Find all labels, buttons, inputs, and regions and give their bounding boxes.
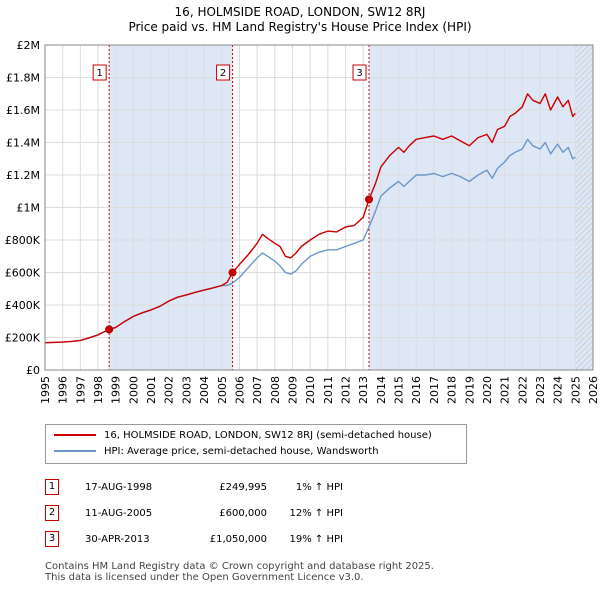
x-tick-label: 2008 bbox=[269, 376, 282, 404]
sale-label-number: 1 bbox=[96, 68, 102, 79]
x-tick-label: 2012 bbox=[340, 376, 353, 404]
sale-hpi-change: 12% ↑ HPI bbox=[289, 507, 343, 519]
legend-label-property: 16, HOLMSIDE ROAD, LONDON, SW12 8RJ (sem… bbox=[104, 430, 432, 441]
sale-hpi-change: 19% ↑ HPI bbox=[289, 533, 343, 545]
x-tick-label: 2015 bbox=[393, 376, 406, 404]
x-tick-label: 2022 bbox=[516, 376, 529, 404]
sale-date: 17-AUG-1998 bbox=[85, 481, 153, 493]
legend-swatch-hpi bbox=[54, 450, 96, 452]
table-row: 1 17-AUG-1998 £249,995 1% ↑ HPI bbox=[45, 474, 343, 500]
x-tick-label: 2025 bbox=[569, 376, 582, 404]
x-tick-label: 2023 bbox=[534, 376, 547, 404]
x-tick-label: 2003 bbox=[180, 376, 193, 404]
y-tick-label: £1.6M bbox=[6, 104, 40, 117]
sale-number: 3 bbox=[45, 531, 59, 547]
x-tick-label: 2016 bbox=[410, 376, 423, 404]
sale-label-number: 2 bbox=[220, 68, 226, 79]
y-tick-label: £800K bbox=[5, 234, 41, 247]
x-tick-label: 2010 bbox=[304, 376, 317, 404]
x-tick-label: 2002 bbox=[163, 376, 176, 404]
y-tick-label: £0 bbox=[26, 364, 40, 377]
y-tick-label: £200K bbox=[5, 332, 41, 345]
x-tick-label: 2014 bbox=[375, 376, 388, 404]
y-tick-label: £1.2M bbox=[6, 169, 40, 182]
sale-hpi-change: 1% ↑ HPI bbox=[295, 481, 343, 493]
sale-price: £600,000 bbox=[219, 507, 267, 519]
sale-date: 30-APR-2013 bbox=[85, 533, 150, 545]
sale-number: 1 bbox=[45, 479, 59, 495]
footer-licence: This data is licensed under the Open Gov… bbox=[45, 572, 364, 583]
legend-item-hpi: HPI: Average price, semi-detached house,… bbox=[54, 444, 379, 460]
x-tick-label: 2005 bbox=[216, 376, 229, 404]
x-tick-label: 2004 bbox=[198, 376, 211, 404]
sale-number: 2 bbox=[45, 505, 59, 521]
sale-point bbox=[365, 195, 374, 204]
sale-label-box bbox=[352, 64, 367, 81]
sale-label-box bbox=[216, 64, 231, 81]
y-tick-label: £600K bbox=[5, 267, 41, 280]
x-tick-label: 2009 bbox=[286, 376, 299, 404]
x-tick-label: 2001 bbox=[145, 376, 158, 404]
sale-point bbox=[228, 268, 237, 277]
x-tick-label: 2018 bbox=[446, 376, 459, 404]
sale-point bbox=[105, 325, 114, 334]
x-tick-label: 2020 bbox=[481, 376, 494, 404]
sale-date: 11-AUG-2005 bbox=[85, 507, 153, 519]
y-tick-label: £400K bbox=[5, 299, 41, 312]
x-tick-label: 2011 bbox=[322, 376, 335, 404]
x-tick-label: 2021 bbox=[499, 376, 512, 404]
x-tick-label: 1997 bbox=[74, 376, 87, 404]
x-tick-label: 2013 bbox=[357, 376, 370, 404]
table-row: 2 11-AUG-2005 £600,000 12% ↑ HPI bbox=[45, 500, 343, 526]
legend-item-property: 16, HOLMSIDE ROAD, LONDON, SW12 8RJ (sem… bbox=[54, 428, 432, 444]
plot-frame bbox=[44, 44, 594, 371]
price-chart: 1 2 3 £0 £200K £400K £600K £800K £1M £1.2M £1.4M £… bbox=[5, 39, 600, 404]
legend-label-hpi: HPI: Average price, semi-detached house,… bbox=[104, 446, 379, 457]
sale-label-box bbox=[92, 64, 107, 81]
x-tick-label: 1995 bbox=[39, 376, 52, 404]
sales-table: 1 17-AUG-1998 £249,995 1% ↑ HPI 2 11-AUG… bbox=[45, 474, 343, 552]
x-tick-label: 1998 bbox=[92, 376, 105, 404]
table-row: 3 30-APR-2013 £1,050,000 19% ↑ HPI bbox=[45, 526, 343, 552]
chart-legend: 16, HOLMSIDE ROAD, LONDON, SW12 8RJ (sem… bbox=[45, 424, 467, 464]
x-tick-label: 2026 bbox=[587, 376, 600, 404]
footer: Contains HM Land Registry data © Crown c… bbox=[45, 561, 434, 583]
sale-price: £1,050,000 bbox=[209, 533, 267, 545]
x-tick-label: 2017 bbox=[428, 376, 441, 404]
x-tick-label: 2006 bbox=[233, 376, 246, 404]
x-tick-label: 2019 bbox=[463, 376, 476, 404]
sale-price: £249,995 bbox=[219, 481, 267, 493]
x-tick-label: 1996 bbox=[57, 376, 70, 404]
sale-label-number: 3 bbox=[356, 68, 362, 79]
chart-title: 16, HOLMSIDE ROAD, LONDON, SW12 8RJ bbox=[174, 5, 426, 19]
x-tick-label: 2007 bbox=[251, 376, 264, 404]
y-tick-label: £1.4M bbox=[6, 137, 40, 150]
legend-swatch-property bbox=[54, 434, 96, 436]
x-tick-label: 2024 bbox=[552, 376, 565, 404]
property-price-line bbox=[44, 93, 576, 344]
y-tick-label: £1M bbox=[17, 202, 41, 215]
y-tick-label: £1.8M bbox=[6, 72, 40, 85]
x-tick-label: 2000 bbox=[127, 376, 140, 404]
chart-subtitle: Price paid vs. HM Land Registry's House … bbox=[128, 20, 472, 34]
footer-copyright: Contains HM Land Registry data © Crown c… bbox=[45, 561, 434, 572]
x-tick-label: 1999 bbox=[110, 376, 123, 404]
y-tick-label: £2M bbox=[17, 39, 41, 52]
